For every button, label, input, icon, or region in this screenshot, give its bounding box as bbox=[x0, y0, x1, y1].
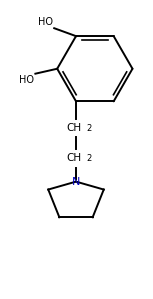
Text: HO: HO bbox=[19, 75, 34, 85]
Text: CH: CH bbox=[66, 153, 82, 163]
Text: 2: 2 bbox=[86, 154, 91, 163]
Text: 2: 2 bbox=[86, 124, 91, 133]
Text: CH: CH bbox=[66, 123, 82, 133]
Text: HO: HO bbox=[38, 17, 53, 27]
Text: N: N bbox=[72, 177, 80, 187]
